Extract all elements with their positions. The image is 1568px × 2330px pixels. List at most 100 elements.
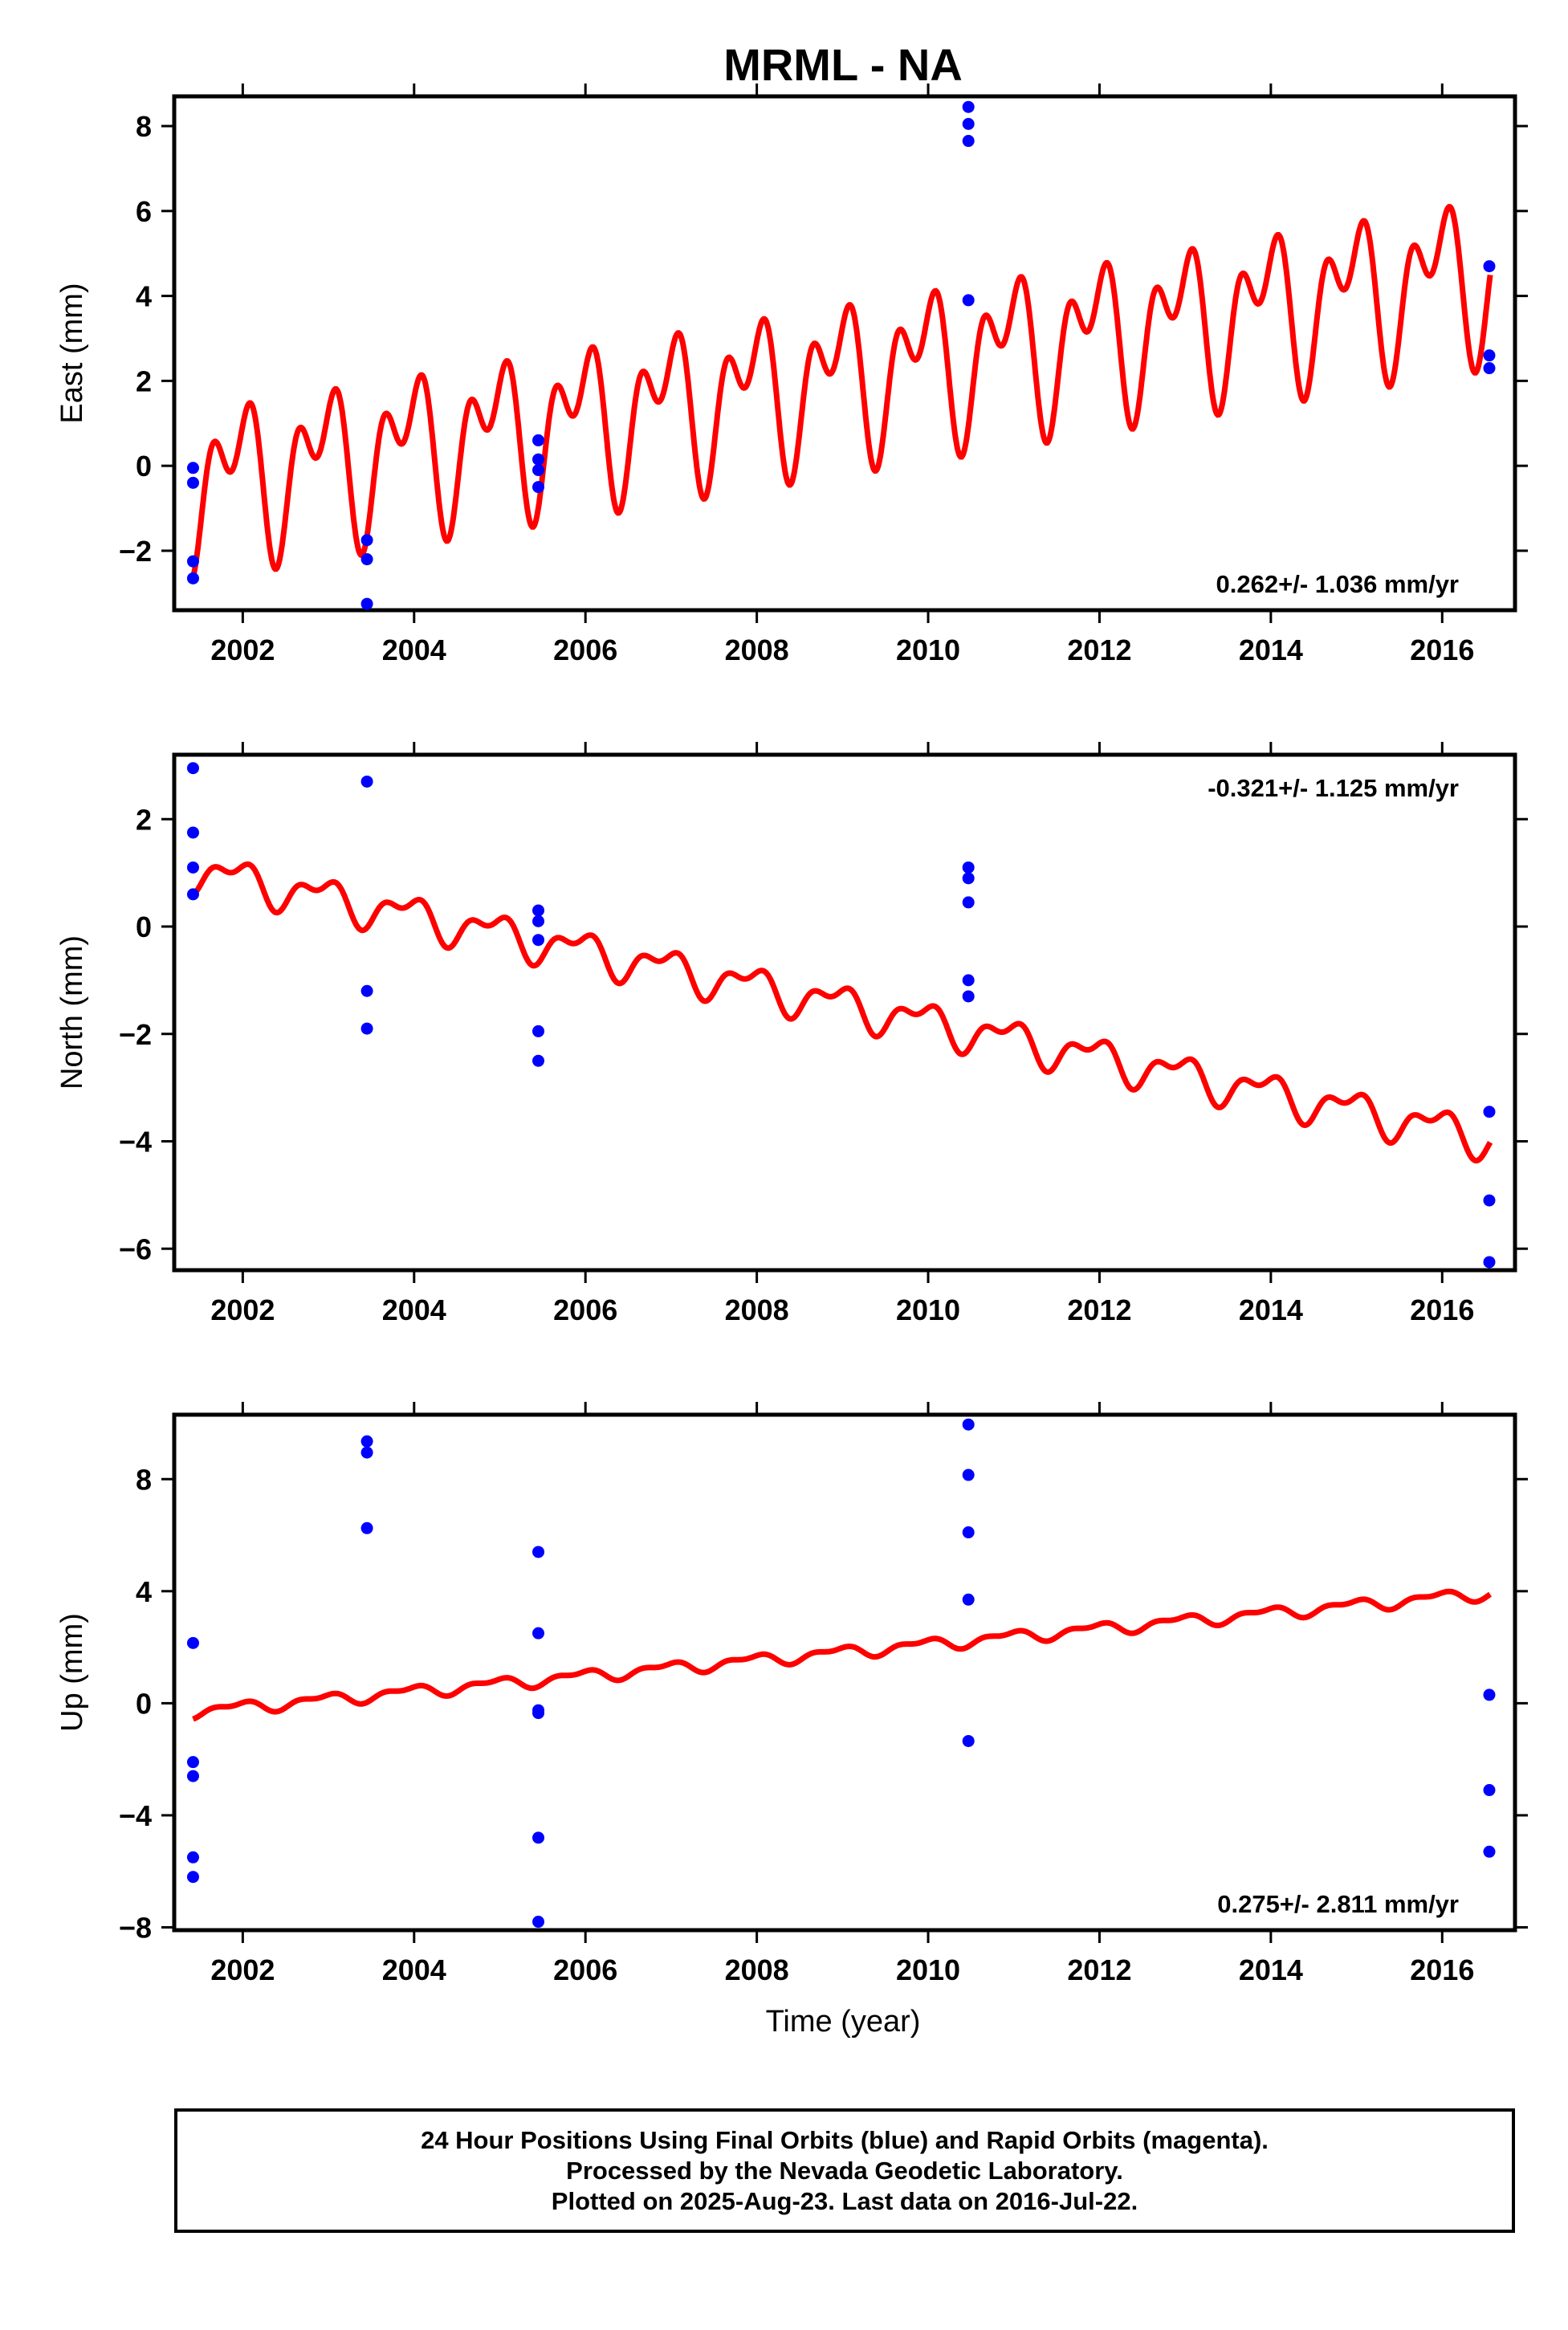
up-data-point [962,1418,975,1431]
east-rate-label: 0.262+/- 1.036 mm/yr [1216,570,1459,598]
up-y-tick-label: −8 [119,1912,152,1945]
north-data-point [532,1054,545,1067]
north-y-axis-title: North (mm) [55,935,89,1090]
east-y-tick-label: 6 [136,195,152,228]
east-y-tick-label: 4 [136,280,152,313]
footer-line-processed: Processed by the Nevada Geodetic Laborat… [566,2156,1123,2185]
up-y-axis-title: Up (mm) [55,1613,89,1732]
east-data-point [360,553,373,566]
north-data-point [1483,1106,1496,1118]
up-data-point [186,1871,199,1884]
north-x-tick-label: 2004 [382,1293,446,1326]
up-x-tick-label: 2002 [210,1953,275,1986]
east-data-point [962,294,975,307]
north-data-point [532,1024,545,1037]
north-x-tick-label: 2016 [1410,1293,1474,1326]
up-data-point [360,1446,373,1459]
east-data-point [360,597,373,610]
up-data-point [532,1546,545,1558]
up-data-point [1483,1845,1496,1858]
up-y-tick-label: 0 [136,1687,152,1720]
east-data-point [1483,349,1496,362]
east-data-point [1483,260,1496,273]
north-model-line [191,861,1493,1164]
east-data-point [186,555,199,568]
east-data-point [962,117,975,130]
east-y-tick-label: 0 [136,450,152,483]
north-rate-label: -0.321+/- 1.125 mm/yr [1208,774,1459,802]
east-plot-frame [172,94,1517,613]
east-data-point [186,462,199,475]
north-x-tick-label: 2010 [896,1293,960,1326]
north-data-point [186,826,199,839]
chart-title: MRML - NA [723,39,963,90]
east-x-tick-label: 2004 [382,633,446,666]
east-y-tick-label: −2 [119,535,152,568]
up-data-point [962,1734,975,1747]
up-x-tick-label: 2004 [382,1953,446,1986]
up-data-point [962,1468,975,1481]
up-plot-frame [172,1412,1517,1933]
east-y-tick-label: 8 [136,110,152,143]
east-model-line [190,204,1493,578]
north-data-point [962,974,975,987]
up-data-point [186,1756,199,1769]
up-data-point [1483,1784,1496,1797]
up-panel: −8 −4 0 4 8 2002 2004 2006 2008 2010 2012 2014 2016 U… [55,1402,1528,1986]
north-y-tick-label: −2 [119,1018,152,1051]
east-x-tick-label: 2010 [896,633,960,666]
up-data-point [532,1707,545,1720]
up-data-point [186,1770,199,1782]
east-data-point [360,534,373,547]
north-y-tick-label: 0 [136,910,152,943]
up-data-point [360,1521,373,1534]
north-y-tick-label: −4 [119,1126,152,1159]
up-data-point [962,1526,975,1539]
east-data-point [186,476,199,489]
north-data-point [532,914,545,927]
east-data-point [532,463,545,476]
up-data-point [186,1851,199,1864]
north-y-tick-label: −6 [119,1232,152,1265]
north-data-point [360,984,373,997]
north-x-tick-label: 2006 [553,1293,617,1326]
north-data-point [1483,1256,1496,1269]
north-data-point [1483,1194,1496,1207]
north-data-point [532,904,545,917]
north-data-point [962,861,975,874]
north-data-point [186,762,199,775]
north-data-point [360,1022,373,1035]
footer-line-plotted: Plotted on 2025-Aug-23. Last data on 201… [551,2186,1138,2215]
north-panel: −6 −4 −2 0 2 2002 2004 2006 2008 2010 2012 2014 2016… [55,742,1528,1326]
east-y-tick-label: 2 [136,365,152,397]
east-x-tick-label: 2014 [1239,633,1303,666]
up-x-tick-label: 2006 [553,1953,617,1986]
north-data-point [962,896,975,909]
east-data-point [1483,362,1496,375]
up-x-tick-label: 2008 [725,1953,789,1986]
up-y-tick-label: 8 [136,1463,152,1496]
east-x-tick-label: 2006 [553,633,617,666]
east-data-point [962,135,975,148]
up-x-tick-label: 2014 [1239,1953,1303,1986]
up-rate-label: 0.275+/- 2.811 mm/yr [1217,1890,1459,1918]
up-data-point [532,1916,545,1929]
north-data-point [186,888,199,901]
footer-line-orbits: 24 Hour Positions Using Final Orbits (bl… [421,2125,1269,2154]
east-x-tick-label: 2016 [1410,633,1474,666]
up-data-point [532,1627,545,1640]
north-x-tick-label: 2014 [1239,1293,1303,1326]
north-x-tick-label: 2012 [1067,1293,1131,1326]
up-y-tick-label: −4 [119,1799,152,1832]
east-x-tick-label: 2002 [210,633,275,666]
x-axis-title: Time (year) [766,2005,921,2039]
up-data-point [186,1636,199,1649]
north-x-tick-label: 2008 [725,1293,789,1326]
north-data-point [962,872,975,885]
up-x-tick-label: 2010 [896,1953,960,1986]
east-x-tick-label: 2012 [1067,633,1131,666]
up-data-point [1483,1688,1496,1701]
up-x-tick-label: 2016 [1410,1953,1474,1986]
